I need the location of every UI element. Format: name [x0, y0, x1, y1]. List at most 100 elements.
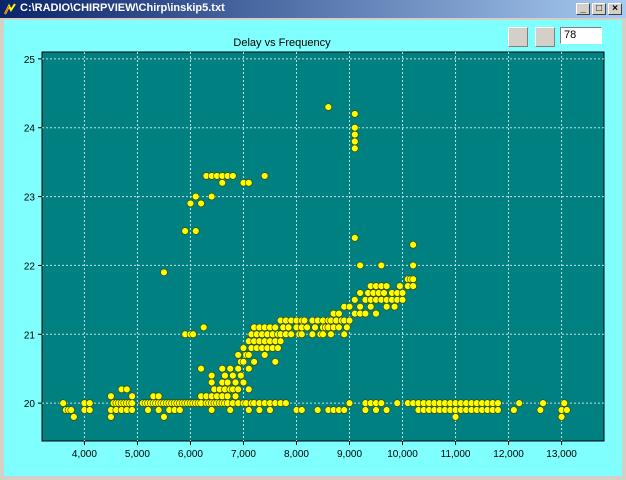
data-point [123, 385, 131, 394]
data-point [282, 399, 290, 407]
data-point [229, 371, 237, 380]
data-point [70, 413, 78, 421]
data-point [260, 172, 269, 180]
data-point [207, 371, 216, 380]
data-point [207, 378, 216, 387]
data-point [563, 406, 571, 414]
data-point [409, 275, 417, 283]
data-point [207, 406, 216, 414]
data-point [340, 406, 348, 414]
data-point [510, 406, 518, 414]
data-point [237, 371, 245, 380]
minimize-button[interactable]: _ [576, 3, 590, 15]
data-point [234, 365, 242, 373]
data-point [390, 303, 399, 311]
data-point [239, 358, 248, 366]
data-point [144, 406, 152, 414]
title-bar[interactable]: C:\RADIO\CHIRPVIEW\Chirp\inskip5.txt _ □… [0, 0, 626, 18]
data-point [327, 330, 335, 338]
data-point [560, 399, 568, 407]
data-point [255, 406, 264, 414]
data-point [494, 406, 502, 414]
data-point [287, 330, 295, 338]
toolbar-button-2[interactable] [535, 27, 555, 47]
y-tick-label: 25 [24, 55, 36, 66]
data-point [298, 406, 306, 414]
data-point [536, 406, 545, 414]
data-point [231, 378, 240, 387]
data-point [557, 413, 566, 421]
toolbar-button-1[interactable] [508, 27, 528, 47]
data-point [245, 351, 253, 359]
app-icon[interactable] [3, 2, 17, 16]
plot-background [41, 51, 605, 442]
data-point [313, 406, 322, 414]
data-point [335, 309, 343, 318]
data-point [351, 234, 359, 242]
data-point [335, 323, 343, 332]
x-tick-label: 6,000 [178, 449, 203, 460]
data-point [372, 309, 380, 318]
value-input[interactable]: 78 [560, 27, 602, 44]
data-point [239, 344, 248, 352]
data-point [271, 358, 279, 366]
x-tick-label: 4,000 [72, 449, 97, 460]
data-point [372, 406, 380, 414]
data-point [154, 406, 163, 414]
data-point [377, 261, 386, 270]
data-point [226, 365, 234, 373]
data-point [192, 192, 200, 201]
data-point [276, 337, 285, 345]
data-point [298, 330, 306, 338]
data-point [154, 392, 163, 400]
data-point [308, 330, 317, 338]
data-point [200, 323, 208, 332]
close-button[interactable]: × [608, 3, 622, 15]
data-point [266, 406, 274, 414]
data-point [186, 199, 195, 208]
data-point [367, 303, 375, 311]
x-tick-label: 7,000 [231, 449, 256, 460]
data-point [398, 296, 407, 304]
data-point [356, 261, 364, 270]
data-point [284, 323, 293, 332]
data-point [494, 399, 502, 407]
data-point [300, 316, 309, 325]
data-point [245, 385, 253, 394]
axes: 4,000 5,000 6,000 7,000 8,000 9,000 10,000 11,0… [24, 55, 577, 460]
data-point [189, 330, 197, 338]
scatter-chart: Delay vs Frequency 4,000 5,000 6,000 7,000 8… [24, 37, 605, 460]
data-point [245, 179, 253, 187]
data-point [343, 323, 351, 332]
data-point [160, 268, 168, 277]
y-tick-label: 23 [24, 193, 36, 204]
data-point [245, 365, 253, 373]
data-point [107, 392, 115, 400]
data-point [539, 399, 547, 407]
y-tick-label: 22 [24, 261, 36, 272]
data-point [250, 358, 258, 366]
data-point [351, 130, 359, 139]
data-point [67, 406, 75, 414]
data-point [197, 199, 205, 208]
data-point [271, 323, 279, 332]
chart-title: Delay vs Frequency [233, 37, 331, 49]
data-point [382, 303, 391, 311]
data-point [221, 371, 229, 380]
data-point [356, 289, 364, 297]
data-point [260, 351, 269, 359]
data-point [451, 413, 460, 421]
data-point [128, 406, 136, 414]
data-point [382, 406, 391, 414]
data-point [351, 144, 359, 153]
data-point [351, 110, 359, 118]
maximize-button[interactable]: □ [592, 3, 606, 15]
data-point [160, 413, 168, 421]
data-point [319, 330, 327, 338]
x-tick-label: 13,000 [546, 449, 577, 460]
data-point [239, 378, 248, 387]
data-point [176, 406, 184, 414]
data-point [340, 330, 348, 338]
data-point [361, 406, 370, 414]
